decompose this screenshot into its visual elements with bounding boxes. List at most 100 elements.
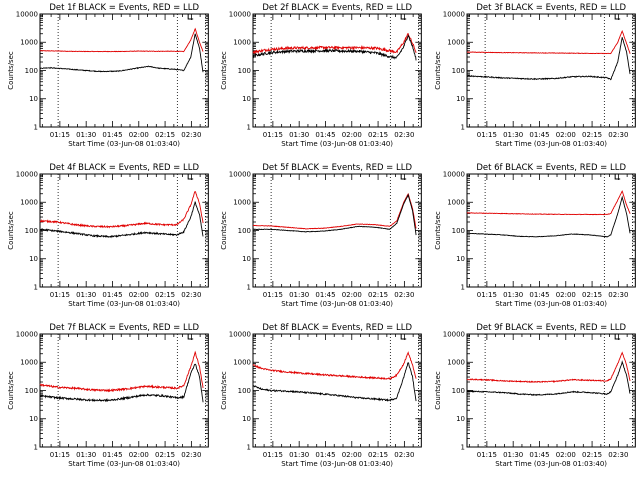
- y-tick-label: 1000: [447, 199, 465, 207]
- x-axis-label: Start Time (03-Jun-08 01:03:40): [282, 140, 394, 148]
- y-tick-label: 1: [460, 123, 464, 131]
- detector-chart: Det 3f BLACK = Events, RED = LLD 1 10 100 10…: [434, 3, 636, 148]
- x-tick-label: 02:30: [608, 131, 628, 139]
- lld-series-line: [466, 190, 631, 216]
- y-tick-label: 1000: [20, 359, 38, 367]
- chart-title: Det 5f BLACK = Events, RED = LLD: [263, 163, 413, 173]
- lld-series-line: [39, 350, 204, 393]
- y-tick-label: 100: [451, 67, 464, 75]
- x-tick-label: 01:15: [50, 131, 70, 139]
- x-tick-label: 01:45: [316, 291, 336, 299]
- y-tick-label: 1: [460, 283, 464, 291]
- x-tick-label: 01:15: [263, 291, 283, 299]
- x-tick-label: 02:15: [368, 291, 388, 299]
- x-tick-label: 02:15: [368, 131, 388, 139]
- time-marker: [187, 334, 194, 340]
- time-marker: [400, 14, 407, 20]
- y-tick-label: 100: [451, 387, 464, 395]
- x-tick-label: 01:15: [50, 291, 70, 299]
- y-tick-label: 10000: [229, 11, 251, 19]
- y-tick-label: 10000: [16, 331, 38, 339]
- x-axis-label: Start Time (03-Jun-08 01:03:40): [495, 460, 607, 468]
- x-tick-label: 01:30: [503, 451, 523, 459]
- time-marker: [187, 14, 194, 20]
- time-marker: [614, 14, 620, 20]
- y-tick-label: 10000: [442, 11, 464, 19]
- plot-frame: [252, 13, 423, 128]
- y-tick-label: 1: [34, 283, 38, 291]
- y-axis-label: Counts/sec: [434, 371, 442, 410]
- x-tick-label: 01:15: [263, 131, 283, 139]
- x-tick-label: 02:30: [181, 291, 201, 299]
- x-tick-label: 02:00: [555, 291, 575, 299]
- y-tick-label: 10: [456, 255, 465, 263]
- x-axis-label: Start Time (03-Jun-08 01:03:40): [282, 300, 394, 308]
- x-tick-label: 01:45: [102, 291, 122, 299]
- x-axis-label: Start Time (03-Jun-08 01:03:40): [68, 460, 180, 468]
- x-tick-label: 01:30: [503, 291, 523, 299]
- plot-frame: [466, 173, 636, 288]
- plot-frame: [466, 333, 636, 448]
- events-series-line: [466, 195, 631, 238]
- y-axis-label: Counts/sec: [434, 211, 442, 250]
- x-axis-label: Start Time (03-Jun-08 01:03:40): [68, 140, 180, 148]
- x-tick-label: 02:15: [582, 451, 602, 459]
- detector-chart: Det 6f BLACK = Events, RED = LLD 1 10 100 10…: [434, 163, 636, 308]
- y-axis-label: Counts/sec: [220, 51, 228, 90]
- x-tick-label: 01:30: [289, 291, 309, 299]
- time-marker: [400, 174, 407, 180]
- y-tick-label: 100: [25, 67, 38, 75]
- detector-chart: Det 7f BLACK = Events, RED = LLD 1 10 100 10…: [7, 323, 209, 468]
- x-tick-label: 02:00: [342, 291, 362, 299]
- events-series-line: [39, 201, 204, 239]
- x-tick-label: 02:00: [555, 131, 575, 139]
- y-tick-label: 100: [238, 387, 251, 395]
- y-tick-label: 1: [460, 443, 464, 451]
- y-axis-label: Counts/sec: [220, 211, 228, 250]
- x-tick-label: 01:30: [289, 131, 309, 139]
- y-tick-label: 10: [456, 415, 465, 423]
- time-marker: [614, 174, 620, 180]
- events-series-line: [253, 362, 417, 402]
- y-tick-label: 100: [451, 227, 464, 235]
- lld-series-line: [39, 190, 204, 229]
- x-tick-label: 02:00: [342, 131, 362, 139]
- y-tick-label: 10: [29, 255, 38, 263]
- x-axis-label: Start Time (03-Jun-08 01:03:40): [495, 300, 607, 308]
- events-series-line: [466, 360, 631, 397]
- lld-series-line: [252, 351, 417, 380]
- x-axis-label: Start Time (03-Jun-08 01:03:40): [282, 460, 394, 468]
- y-tick-label: 10: [456, 95, 465, 103]
- x-tick-label: 02:00: [129, 451, 149, 459]
- events-series-line: [466, 37, 631, 81]
- y-tick-label: 10000: [442, 171, 464, 179]
- y-tick-label: 10000: [442, 331, 464, 339]
- y-tick-label: 100: [238, 227, 251, 235]
- y-axis-label: Counts/sec: [7, 371, 15, 410]
- detector-chart: Det 8f BLACK = Events, RED = LLD 1 10 100 10…: [220, 323, 423, 468]
- y-tick-label: 10: [242, 95, 251, 103]
- y-tick-label: 1: [247, 123, 251, 131]
- y-tick-label: 1000: [234, 39, 252, 47]
- x-tick-label: 02:30: [395, 451, 415, 459]
- x-tick-label: 01:30: [76, 291, 96, 299]
- chart-title: Det 1f BLACK = Events, RED = LLD: [49, 3, 199, 13]
- chart-title: Det 3f BLACK = Events, RED = LLD: [476, 3, 626, 13]
- y-tick-label: 100: [25, 387, 38, 395]
- x-tick-label: 02:30: [608, 451, 628, 459]
- y-tick-label: 10000: [229, 331, 251, 339]
- x-tick-label: 02:30: [181, 131, 201, 139]
- y-tick-label: 100: [238, 67, 251, 75]
- lld-series-line: [466, 29, 631, 55]
- detector-chart: Det 4f BLACK = Events, RED = LLD 1 10 100 10…: [7, 163, 209, 308]
- x-tick-label: 01:30: [289, 451, 309, 459]
- plot-frame: [39, 333, 209, 448]
- plot-frame: [466, 13, 636, 128]
- y-tick-label: 10: [242, 415, 251, 423]
- x-tick-label: 01:45: [316, 131, 336, 139]
- y-tick-label: 1000: [20, 39, 38, 47]
- x-tick-label: 02:30: [395, 131, 415, 139]
- y-tick-label: 100: [25, 227, 38, 235]
- x-tick-label: 01:45: [102, 131, 122, 139]
